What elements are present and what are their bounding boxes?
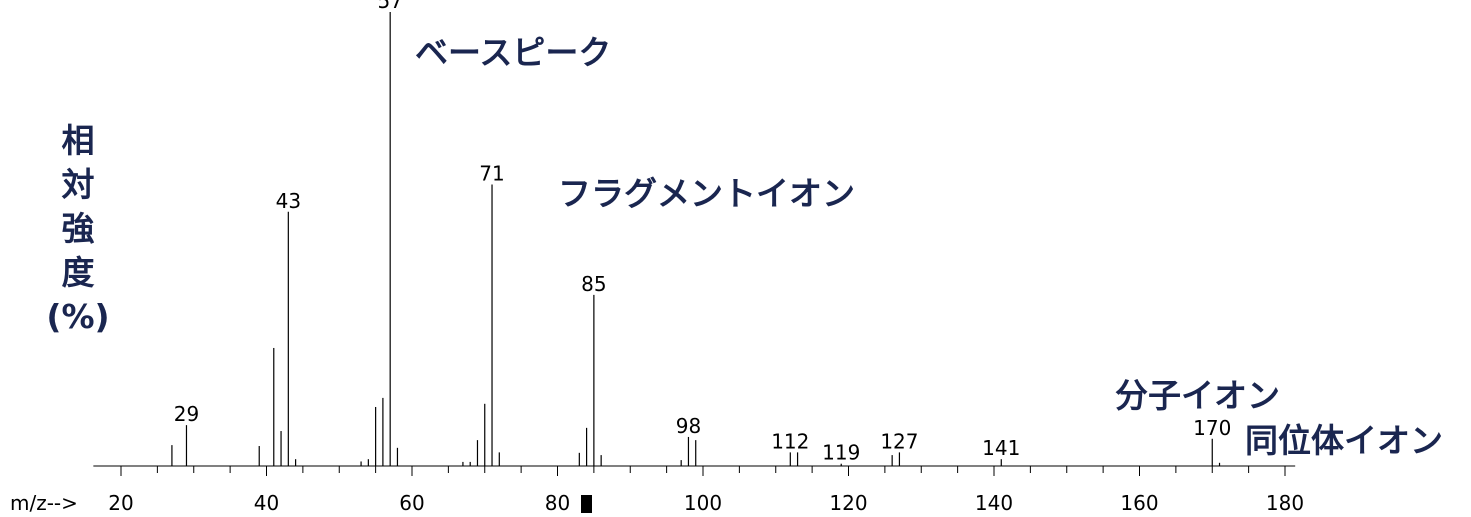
x-axis-label: m/z-->: [10, 491, 78, 515]
x-tick-label: 80: [545, 491, 570, 515]
peak-label: 112: [771, 429, 809, 453]
x-tick-label: 100: [684, 491, 722, 515]
annotation: 同位体イオン: [1245, 421, 1443, 460]
y-axis-label: 相対強度(%): [46, 121, 109, 336]
peak-label: 170: [1193, 416, 1231, 440]
x-tick-label: 160: [1120, 491, 1158, 515]
peak-label: 98: [676, 414, 701, 438]
peak-label: 119: [822, 441, 860, 465]
x-tick-label: 120: [829, 491, 867, 515]
annotation: フラグメントイオン: [558, 174, 855, 213]
peak-label: 43: [276, 189, 301, 213]
peak-label: 127: [880, 429, 918, 453]
annotation: ベースピーク: [415, 33, 611, 72]
x-tick-label: 60: [399, 491, 424, 515]
x-tick-label: 20: [108, 491, 133, 515]
x-tick-label: 180: [1266, 491, 1304, 515]
peak-label: 85: [581, 272, 606, 296]
peak-label: 29: [174, 402, 199, 426]
peak-label: 141: [982, 436, 1020, 460]
peak-label: 71: [479, 162, 504, 186]
x-tick-label: 40: [254, 491, 279, 515]
peak-label: 57: [377, 0, 402, 13]
annotation: 分子イオン: [1115, 376, 1280, 415]
x-tick-label: 140: [975, 491, 1013, 515]
marker: [581, 495, 592, 513]
